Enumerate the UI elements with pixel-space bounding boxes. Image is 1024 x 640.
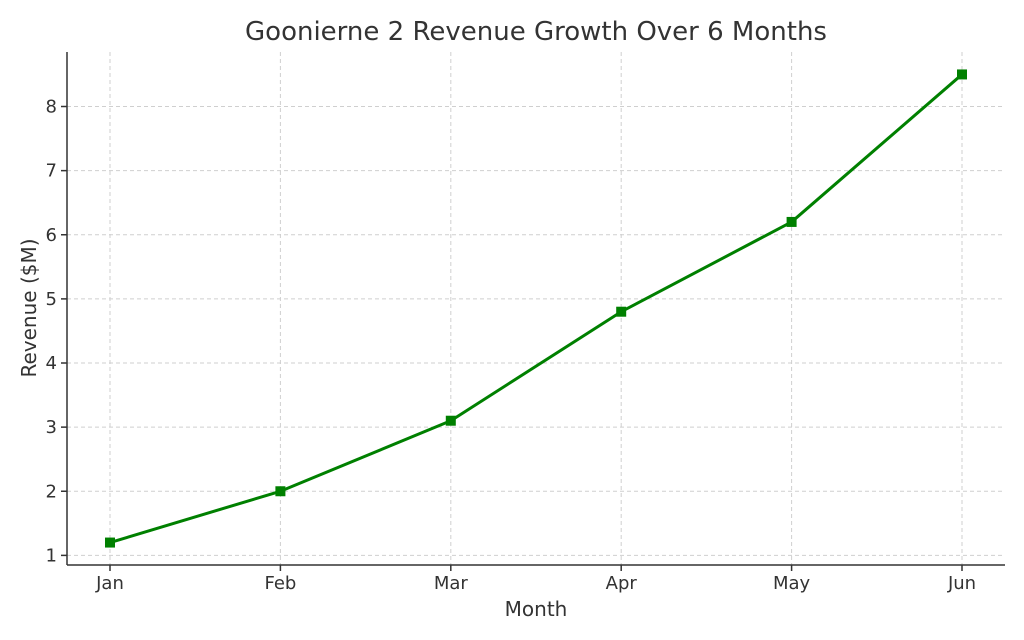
y-tick-label: 2 [46, 481, 57, 502]
data-point-may [786, 216, 797, 227]
series-line [109, 73, 963, 544]
y-tick-label: 1 [46, 545, 57, 566]
data-point-jan [105, 537, 115, 548]
y-tick-label: 5 [46, 289, 57, 310]
y-tick-label: 6 [46, 225, 57, 246]
y-tick-label: 4 [46, 353, 57, 374]
x-tick-label: Feb [264, 573, 296, 594]
grid [67, 52, 1005, 565]
y-tick-label: 8 [46, 97, 57, 118]
x-tick-label: Jun [947, 573, 976, 594]
data-point-apr [616, 306, 627, 317]
x-tick-label: Apr [606, 573, 638, 594]
ticks: Jan Feb Mar Apr May Jun 1 2 3 4 5 6 7 8 [46, 97, 977, 594]
axes [66, 52, 1005, 566]
y-tick-label: 3 [46, 417, 57, 438]
data-point-jun [957, 69, 967, 80]
series [105, 69, 967, 548]
x-axis-label: Month [505, 597, 568, 621]
x-tick-label: May [773, 573, 811, 594]
data-point-mar [445, 415, 456, 426]
chart-title: Goonierne 2 Revenue Growth Over 6 Months [245, 17, 827, 47]
x-tick-label: Jan [95, 573, 124, 594]
data-point-feb [275, 486, 286, 497]
x-tick-label: Mar [434, 573, 469, 594]
y-axis-label: Revenue ($M) [17, 238, 41, 377]
y-tick-label: 7 [46, 161, 57, 182]
